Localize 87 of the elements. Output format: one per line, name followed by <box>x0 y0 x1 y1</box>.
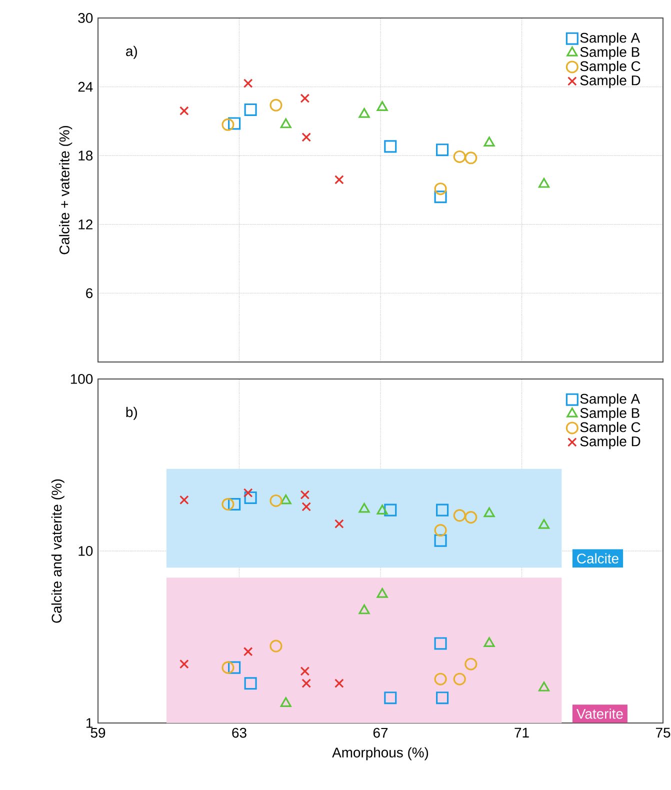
point <box>484 136 495 147</box>
y-axis-title: Calcite and vaterite (%) <box>51 479 64 623</box>
point <box>464 152 478 164</box>
annotation: b) <box>126 406 137 420</box>
point <box>434 524 447 537</box>
point <box>334 519 344 528</box>
point <box>376 101 388 111</box>
point <box>179 495 189 505</box>
point <box>222 661 234 674</box>
point <box>453 672 466 686</box>
point <box>434 672 447 686</box>
point <box>270 98 282 112</box>
point <box>302 132 312 142</box>
point <box>376 504 388 514</box>
point <box>270 640 282 652</box>
point <box>244 491 257 504</box>
x-tick-label: 59 <box>90 728 106 738</box>
point <box>434 534 447 547</box>
point <box>302 502 312 512</box>
y-tick-label: 100 <box>70 374 93 384</box>
legend-label: Sample A <box>580 393 640 406</box>
point <box>464 658 478 670</box>
band-label: Vaterite <box>576 708 623 719</box>
point <box>280 697 292 707</box>
point <box>334 175 344 184</box>
point <box>358 502 370 513</box>
y-tick-label: 12 <box>78 220 92 230</box>
point <box>179 106 189 116</box>
point <box>280 118 292 128</box>
x-tick-label: 71 <box>514 728 529 738</box>
legend-label: Sample C <box>580 60 640 74</box>
point <box>243 78 253 88</box>
point <box>453 150 466 164</box>
legend-label: Sample D <box>580 436 640 450</box>
point <box>228 661 241 674</box>
point <box>222 498 234 511</box>
x-tick-label: 75 <box>656 728 670 738</box>
band-label: Calcite <box>577 553 618 564</box>
point <box>270 494 282 508</box>
point <box>538 682 550 692</box>
legend-label: Sample C <box>580 422 640 435</box>
legend-label: Sample B <box>580 46 640 60</box>
point <box>484 637 495 648</box>
y-tick-label: 24 <box>78 82 93 92</box>
point <box>358 604 370 614</box>
y-tick-label: 6 <box>86 288 93 298</box>
x-tick-label: 63 <box>232 728 246 738</box>
annotation: a) <box>126 46 137 59</box>
point <box>334 678 344 688</box>
point <box>434 182 447 196</box>
y-tick-label: 18 <box>78 150 93 161</box>
point <box>280 494 292 504</box>
point <box>538 519 550 529</box>
point <box>384 504 397 516</box>
y-tick-label: 1 <box>86 718 92 728</box>
point <box>434 190 447 204</box>
x-axis-title: Amorphous (%) <box>332 747 428 760</box>
x-tick-label: 67 <box>373 728 388 738</box>
point <box>453 509 466 522</box>
point <box>376 588 388 598</box>
y-tick-label: 10 <box>78 546 93 556</box>
point <box>244 103 257 116</box>
point <box>300 666 310 676</box>
point <box>436 144 449 156</box>
point <box>300 490 310 500</box>
point <box>358 108 370 118</box>
point <box>179 659 189 669</box>
point <box>222 118 234 131</box>
point <box>484 507 495 518</box>
point <box>464 511 478 524</box>
point <box>384 140 397 153</box>
legend-label: Sample B <box>580 408 640 421</box>
point <box>434 637 447 650</box>
point <box>243 646 253 656</box>
y-tick-label: 30 <box>78 13 93 23</box>
point <box>300 94 310 103</box>
point <box>384 692 397 704</box>
point <box>302 678 312 688</box>
point <box>436 504 449 516</box>
point <box>436 692 449 704</box>
point <box>228 498 241 511</box>
y-axis-title: Calcite + vaterite (%) <box>59 126 72 254</box>
legend-label: Sample D <box>580 75 640 88</box>
point <box>243 488 253 498</box>
point <box>228 117 241 130</box>
point <box>244 677 257 690</box>
legend-label: Sample A <box>580 32 640 46</box>
